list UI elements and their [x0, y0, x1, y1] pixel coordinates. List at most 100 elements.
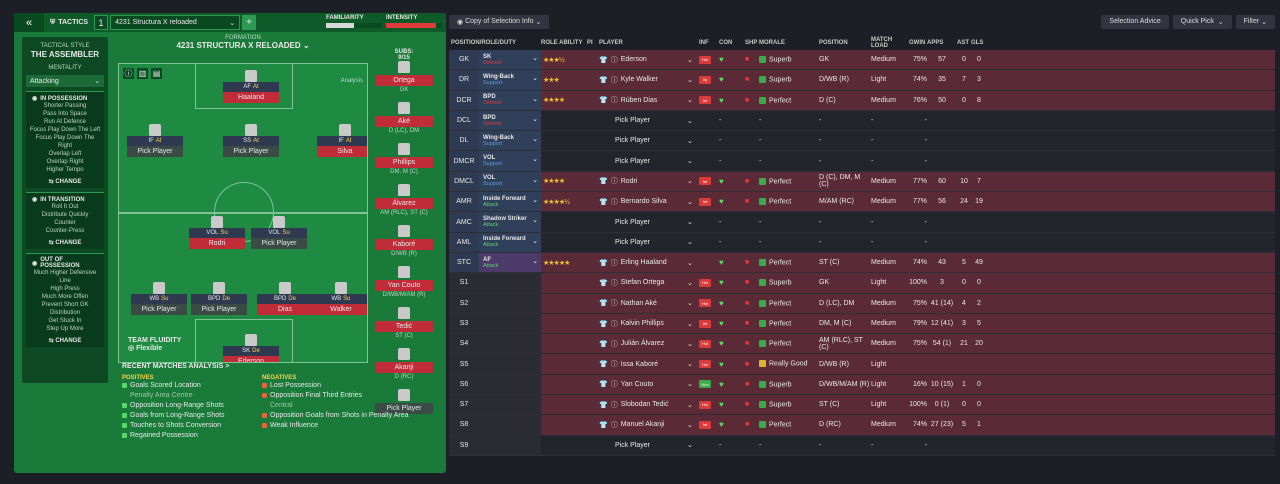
- sub-player-name[interactable]: Ortega: [375, 75, 433, 86]
- sub-player-name[interactable]: Pick Player: [375, 403, 433, 414]
- table-row[interactable]: S5 👕 ⓘ Issa Kaboré ⌄ Hol ♥ ■ Really Good D/WB (R)…: [449, 354, 1275, 375]
- player-cell[interactable]: 👕 ⓘ Ederson: [599, 56, 647, 64]
- sub-player-name[interactable]: Kaboré: [375, 239, 433, 250]
- header-5[interactable]: CON: [719, 40, 733, 46]
- tactic-name-dropdown[interactable]: 4231 Structura X reloaded ⌄: [110, 15, 241, 30]
- pitch-slot-bpd[interactable]: BPD De Dias: [257, 282, 313, 315]
- view-select[interactable]: ◉ Copy of Selection Info ⌄: [449, 14, 550, 29]
- role-duty-label[interactable]: SS At: [223, 136, 279, 146]
- player-cell[interactable]: 👕 ⓘ Bernardo Silva: [599, 198, 667, 206]
- pitch-slot-af[interactable]: AF At Haaland: [223, 70, 279, 103]
- chevron-down-icon[interactable]: ⌄: [687, 158, 693, 166]
- double-chevron-left-icon[interactable]: «: [14, 13, 44, 32]
- player-name[interactable]: Ederson: [223, 356, 279, 362]
- chevron-down-icon[interactable]: ⌄: [687, 421, 693, 429]
- sub-slot[interactable]: Álvarez AM (RLC), ST (C): [375, 184, 433, 225]
- table-row[interactable]: AMC Shadow Striker Attack ⌄ Pick Player ⌄ - - - -…: [449, 212, 1275, 233]
- sub-slot[interactable]: Aké D (LC), DM: [375, 102, 433, 143]
- header-12[interactable]: AST: [957, 40, 969, 46]
- table-row[interactable]: DCL BPD Defend ⌄ Pick Player ⌄ - - - - -: [449, 110, 1275, 132]
- chevron-down-icon[interactable]: ⌄: [687, 178, 693, 186]
- player-cell[interactable]: 👕 ⓘ Nathan Aké: [599, 299, 657, 308]
- header-1[interactable]: ROLE ABILITY: [541, 40, 583, 46]
- table-row[interactable]: AMR Inside Forward Attack ⌄ ★★★★½ 👕 ⓘ Bernardo …: [449, 192, 1275, 213]
- player-cell[interactable]: Pick Player: [615, 218, 651, 226]
- header-2[interactable]: PI: [587, 40, 593, 46]
- role-duty-label[interactable]: VOL Su: [251, 228, 307, 238]
- role-duty-label[interactable]: AF At: [223, 82, 279, 92]
- player-cell[interactable]: Pick Player: [615, 441, 651, 449]
- player-cell[interactable]: 👕 ⓘ Kyle Walker: [599, 76, 658, 84]
- table-row[interactable]: STC AF Attack ⌄ ★★★★★ 👕 ⓘ Erling Haaland ⌄ ♥ ■ Perf…: [449, 252, 1275, 274]
- table-row[interactable]: S6 👕 ⓘ Yan Couto ⌄ Wnt ♥ ■ Superb D/WB/M/AM (R) Li…: [449, 374, 1275, 396]
- sub-slot[interactable]: Kaboré D/WB (R): [375, 225, 433, 266]
- clipboard-icon[interactable]: ▤: [151, 68, 162, 79]
- table-row[interactable]: DMCR VOL Support ⌄ Pick Player ⌄ - - - - -: [449, 151, 1275, 172]
- role-duty-label[interactable]: BPD De: [191, 294, 247, 304]
- formation-dropdown[interactable]: 4231 STRUCTURA X RELOADED ⌄: [176, 41, 310, 50]
- bar-chart-icon[interactable]: ▥: [137, 68, 148, 79]
- player-cell[interactable]: 👕 ⓘ Slobodan Tedić: [599, 401, 669, 409]
- chevron-down-icon[interactable]: ⌄: [687, 279, 693, 287]
- player-cell[interactable]: Pick Player: [615, 137, 651, 145]
- table-row[interactable]: DR Wing-Back Support ⌄ ★★★ 👕 ⓘ Kyle Walker ⌄ Inj ♥…: [449, 70, 1275, 91]
- player-name[interactable]: Pick Player: [191, 304, 247, 315]
- sub-player-name[interactable]: Aké: [375, 116, 433, 127]
- role-duty-dropdown[interactable]: Inside Forward Attack ⌄: [479, 192, 541, 212]
- pitch-slot-wb[interactable]: WB Su Walker: [313, 282, 367, 315]
- chevron-down-icon[interactable]: ⌄: [687, 381, 693, 389]
- role-duty-label[interactable]: WB Su: [313, 294, 367, 304]
- chevron-down-icon[interactable]: ⌄: [687, 300, 693, 308]
- header-11[interactable]: APPS: [927, 40, 944, 46]
- chevron-down-icon[interactable]: ⌄: [687, 137, 693, 145]
- player-cell[interactable]: 👕 ⓘ Rúben Dias: [599, 96, 658, 105]
- pitch-slot-if[interactable]: IF At Pick Player: [127, 124, 183, 157]
- chevron-down-icon[interactable]: ⌄: [687, 340, 693, 348]
- role-duty-dropdown[interactable]: VOL Support ⌄: [479, 171, 541, 192]
- info-icon[interactable]: ⓘ: [123, 68, 134, 79]
- sub-player-name[interactable]: Phillips: [375, 157, 433, 168]
- header-6[interactable]: SHP: [745, 40, 758, 46]
- table-row[interactable]: S7 👕 ⓘ Slobodan Tedić ⌄ Hol ♥ ■ Superb ST (C) Ligh…: [449, 395, 1275, 416]
- in-transition-change-button[interactable]: ⇆ CHANGE: [48, 240, 82, 246]
- header-3[interactable]: PLAYER: [599, 40, 623, 46]
- role-duty-label[interactable]: WB Su: [131, 294, 187, 304]
- sub-slot[interactable]: Pick Player: [375, 389, 433, 430]
- tactical-style-value[interactable]: THE ASSEMBLER: [30, 50, 100, 59]
- player-name[interactable]: Rodri: [189, 238, 245, 249]
- table-row[interactable]: S8 👕 ⓘ Manuel Akanji ⌄ Int ♥ ■ Perfect D (RC) Medi…: [449, 415, 1275, 436]
- role-duty-dropdown[interactable]: Shadow Striker Attack ⌄: [479, 212, 541, 232]
- chevron-down-icon[interactable]: ⌄: [687, 117, 693, 125]
- table-row[interactable]: S9 Pick Player ⌄ - - - - -: [449, 435, 1275, 456]
- player-name[interactable]: Pick Player: [127, 146, 183, 157]
- role-duty-label[interactable]: BPD De: [257, 294, 313, 304]
- chevron-down-icon[interactable]: ⌄: [687, 320, 693, 328]
- analysis-toggle[interactable]: Analysis: [340, 78, 363, 84]
- pitch-slot-vol[interactable]: VOL Su Rodri: [189, 216, 245, 249]
- player-name[interactable]: Pick Player: [131, 304, 187, 315]
- in-possession-change-button[interactable]: ⇆ CHANGE: [48, 179, 82, 185]
- chevron-down-icon[interactable]: ⌄: [687, 259, 693, 267]
- player-cell[interactable]: 👕 ⓘ Issa Kaboré: [599, 360, 659, 369]
- add-tactic-button[interactable]: +: [242, 15, 257, 30]
- filter-button[interactable]: Filter ⌄: [1235, 14, 1275, 29]
- header-8[interactable]: POSITION: [819, 40, 848, 46]
- table-row[interactable]: AML Inside Forward Attack ⌄ Pick Player ⌄ - - - -…: [449, 232, 1275, 253]
- table-row[interactable]: DL Wing-Back Support ⌄ Pick Player ⌄ - - - - -: [449, 131, 1275, 152]
- chevron-down-icon[interactable]: ⌄: [687, 401, 693, 409]
- role-duty-label[interactable]: IF At: [127, 136, 183, 146]
- role-duty-dropdown[interactable]: SK Defend ⌄: [479, 50, 541, 70]
- table-row[interactable]: S2 👕 ⓘ Nathan Aké ⌄ Hol ♥ ■ Perfect D (LC), DM Med…: [449, 293, 1275, 314]
- table-row[interactable]: S3 👕 ⓘ Kalvin Phillips ⌄ Int ♥ ■ Perfect DM, M (C…: [449, 313, 1275, 335]
- player-cell[interactable]: 👕 ⓘ Julián Álvarez: [599, 340, 665, 348]
- chevron-down-icon[interactable]: ⌄: [687, 219, 693, 227]
- chevron-down-icon[interactable]: ⌄: [687, 97, 693, 105]
- sub-slot[interactable]: Akanji D (RC): [375, 348, 433, 389]
- player-name[interactable]: Silva: [317, 146, 367, 157]
- quick-pick-button[interactable]: Quick Pick ⌄: [1172, 14, 1232, 29]
- table-row[interactable]: S1 👕 ⓘ Stefan Ortega ⌄ Hol ♥ ■ Superb GK Light 100%…: [449, 273, 1275, 294]
- pitch-slot-if[interactable]: IF At Silva: [317, 124, 367, 157]
- player-name[interactable]: Pick Player: [251, 238, 307, 249]
- selection-advice-button[interactable]: Selection Advice: [1101, 14, 1169, 29]
- pitch-slot-vol[interactable]: VOL Su Pick Player: [251, 216, 307, 249]
